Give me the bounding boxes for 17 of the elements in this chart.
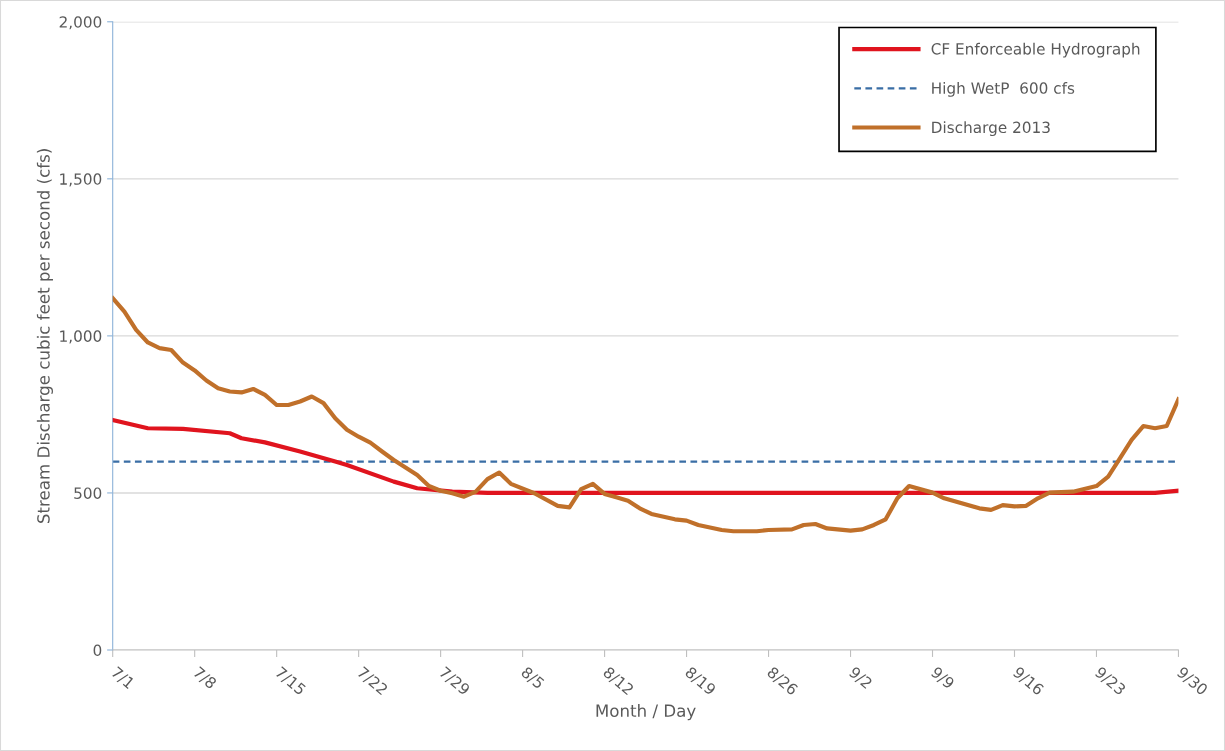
y-tick-label: 1,000 <box>60 330 102 344</box>
legend-label: CF Enforceable Hydrograph <box>931 42 1140 58</box>
y-axis-title: Stream Discharge cubic feet per second (cfs) <box>36 149 53 523</box>
line-series <box>112 417 1179 496</box>
x-tick-label: 7/1 <box>110 666 135 691</box>
y-tick-label: 0 <box>93 644 102 657</box>
x-axis-title: Month / Day <box>596 704 696 721</box>
line-series <box>112 296 1179 534</box>
y-tick-label: 500 <box>74 487 102 499</box>
x-tick-label: 9/2 <box>847 665 873 690</box>
y-tick-label: 1,500 <box>60 173 102 187</box>
x-tick-label: 7/8 <box>192 666 218 691</box>
x-tick-label: 9/9 <box>929 665 956 691</box>
legend-label: Discharge 2013 <box>932 121 1050 137</box>
x-tick-label: 8/5 <box>519 666 545 691</box>
y-tick-label: 2,000 <box>59 16 102 30</box>
legend-label: High WetP 600 cfs <box>932 82 1075 97</box>
